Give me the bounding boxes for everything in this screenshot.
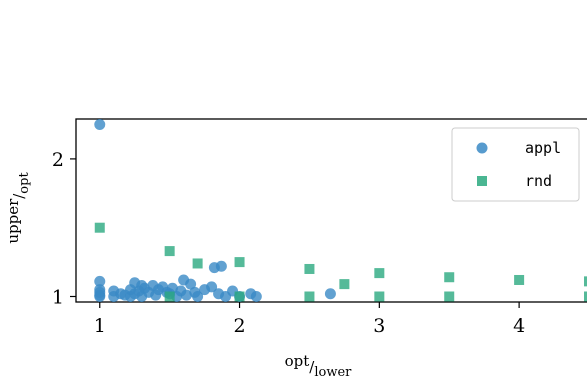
data-point-appl-43 — [324, 288, 336, 300]
data-point-rnd-7 — [304, 291, 315, 302]
data-point-appl-34 — [206, 281, 218, 293]
axes-frame — [75, 118, 587, 303]
y-tick-label-1: 2 — [52, 149, 64, 171]
data-point-rnd-1 — [164, 246, 175, 257]
data-point-appl-1 — [94, 275, 106, 287]
x-axis-label: opt/lower — [285, 352, 353, 380]
data-point-rnd-10 — [374, 291, 385, 302]
data-point-appl-32 — [192, 290, 204, 302]
data-point-appl-25 — [166, 282, 178, 294]
data-point-rnd-5 — [234, 291, 245, 302]
data-point-rnd-8 — [339, 279, 350, 290]
legend-label-appl: appl — [525, 139, 561, 157]
data-point-rnd-15 — [584, 291, 587, 302]
legend: appl rnd — [451, 127, 580, 202]
data-point-rnd-0 — [94, 222, 105, 233]
x-tick-label-0: 1 — [94, 315, 106, 337]
data-point-rnd-14 — [584, 276, 587, 287]
data-point-rnd-6 — [304, 263, 315, 274]
x-tick-label-1: 2 — [234, 315, 246, 337]
x-tick-label-2: 3 — [373, 315, 385, 337]
x-tick-label-3: 4 — [513, 315, 525, 337]
data-point-appl-29 — [180, 289, 192, 301]
y-axis-label: upper/opt — [4, 172, 32, 244]
legend-marker-rnd — [477, 176, 487, 186]
data-point-rnd-3 — [192, 258, 203, 269]
data-point-rnd-11 — [444, 272, 455, 283]
data-point-appl-42 — [250, 290, 262, 302]
x-axis-ticks: 1 2 3 4 — [94, 302, 525, 337]
data-point-appl-0 — [94, 119, 106, 131]
y-tick-label-0: 1 — [52, 286, 64, 308]
data-point-rnd-12 — [444, 291, 455, 302]
data-point-rnd-4 — [234, 257, 245, 268]
legend-label-rnd: rnd — [525, 172, 552, 190]
data-point-rnd-9 — [374, 268, 385, 279]
data-point-appl-30 — [185, 278, 197, 290]
y-axis-ticks: 12 — [52, 149, 76, 308]
data-point-appl-5 — [94, 284, 106, 296]
data-points — [94, 119, 587, 302]
data-point-appl-37 — [215, 260, 227, 272]
legend-marker-appl — [476, 142, 488, 154]
data-point-rnd-13 — [514, 274, 525, 285]
data-point-rnd-2 — [164, 291, 175, 302]
